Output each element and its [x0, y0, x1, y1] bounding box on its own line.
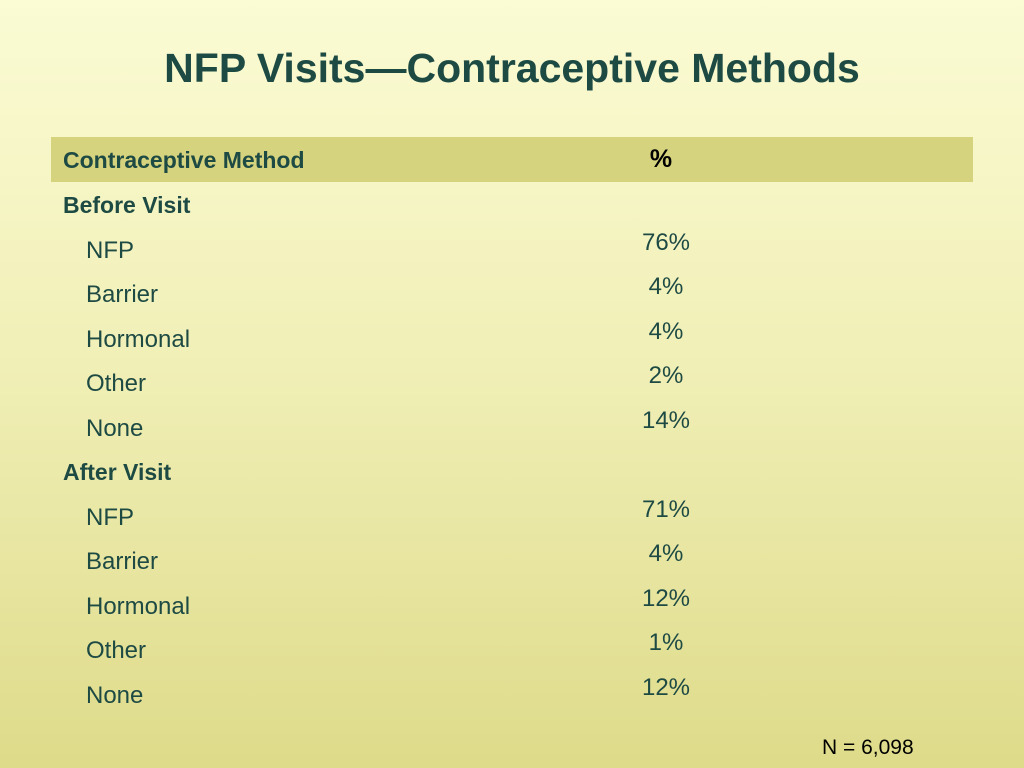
table-row: None 14% — [51, 405, 973, 450]
percent-cell: 4% — [648, 273, 684, 300]
slide-title: NFP Visits—Contraceptive Methods — [164, 45, 860, 91]
method-cell: Barrier — [86, 281, 159, 308]
percent-cell: 12% — [641, 673, 691, 701]
contraceptive-methods-table: Contraceptive Method % Before Visit NFP … — [51, 137, 973, 716]
sample-size-note: N = 6,098 — [822, 736, 914, 759]
percent-cell: 14% — [641, 406, 691, 434]
method-cell: Barrier — [86, 548, 159, 575]
method-cell: Other — [86, 370, 147, 397]
percent-cell: 12% — [641, 584, 691, 612]
method-cell: None — [86, 414, 144, 442]
percent-cell: 2% — [648, 362, 684, 389]
table-row: None 12% — [51, 672, 973, 717]
method-cell: None — [86, 681, 144, 709]
percent-cell: 4% — [648, 540, 684, 567]
percent-cell: 1% — [648, 629, 684, 656]
method-cell: NFP — [86, 503, 134, 531]
table-row: Barrier 4% — [51, 538, 973, 583]
method-cell: Hormonal — [86, 592, 191, 620]
table-header-row: Contraceptive Method % — [51, 137, 973, 182]
method-cell: Other — [86, 637, 147, 664]
percent-cell: 71% — [641, 495, 691, 523]
header-percent: % — [649, 145, 673, 173]
header-method: Contraceptive Method — [63, 147, 305, 173]
method-cell: NFP — [86, 236, 134, 264]
section-label: After Visit — [63, 459, 172, 485]
table-row: Barrier 4% — [51, 271, 973, 316]
percent-cell: 4% — [648, 317, 684, 345]
table-row: NFP 71% — [51, 494, 973, 539]
method-cell: Hormonal — [86, 325, 191, 353]
percent-cell: 76% — [641, 228, 691, 256]
section-row-before-visit: Before Visit — [51, 182, 973, 227]
table-row: Hormonal 4% — [51, 316, 973, 361]
table-row: Other 2% — [51, 360, 973, 405]
table-row: Other 1% — [51, 627, 973, 672]
section-label: Before Visit — [63, 192, 191, 218]
section-row-after-visit: After Visit — [51, 449, 973, 494]
table-row: Hormonal 12% — [51, 583, 973, 628]
table-row: NFP 76% — [51, 227, 973, 272]
